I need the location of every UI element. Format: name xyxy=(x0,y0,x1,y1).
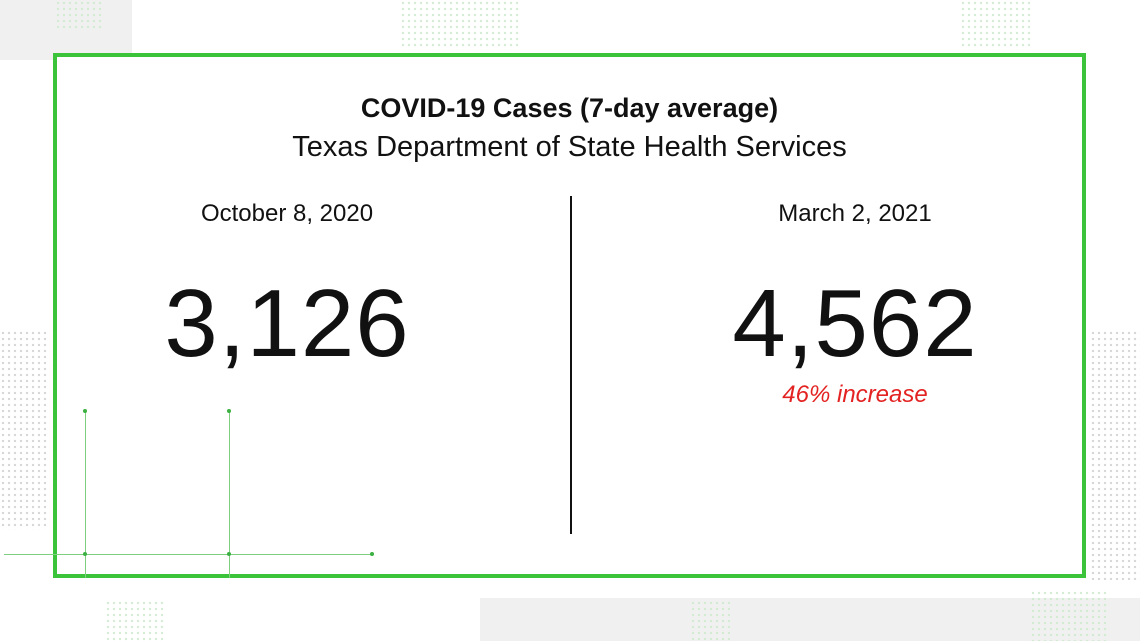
background-dots-bottom-right xyxy=(1030,590,1110,641)
decorative-line-vertical-1 xyxy=(85,411,86,578)
decorative-line-vertical-2 xyxy=(229,411,230,578)
left-date: October 8, 2020 xyxy=(200,200,374,227)
background-dots-top-right xyxy=(960,0,1030,50)
right-comparison-column: March 2, 2021 4,562 46% increase xyxy=(625,197,1085,409)
decorative-node-3 xyxy=(83,552,87,556)
background-dots-right xyxy=(1090,330,1140,580)
graphic-subtitle: Texas Department of State Health Service… xyxy=(292,131,847,163)
column-divider xyxy=(570,196,572,534)
background-dots-top xyxy=(400,0,520,50)
left-comparison-column: October 8, 2020 3,126 xyxy=(57,197,517,379)
decorative-line-horizontal xyxy=(4,554,374,555)
decorative-node-5 xyxy=(370,552,374,556)
decorative-node-1 xyxy=(83,409,87,413)
right-date: March 2, 2021 xyxy=(778,200,932,227)
background-dots-bottom-left xyxy=(105,600,165,641)
graphic-title: COVID-19 Cases (7-day average) xyxy=(360,93,779,123)
decorative-node-4 xyxy=(227,552,231,556)
background-dots-left xyxy=(0,330,50,530)
decorative-node-2 xyxy=(227,409,231,413)
left-value: 3,126 xyxy=(164,270,410,377)
increase-label: 46% increase xyxy=(782,381,928,408)
background-dots-bottom-mid xyxy=(690,600,730,641)
background-dots-top-left xyxy=(55,0,105,30)
right-value: 4,562 xyxy=(732,270,978,377)
content-frame: COVID-19 Cases (7-day average) Texas Dep… xyxy=(4,53,1086,578)
